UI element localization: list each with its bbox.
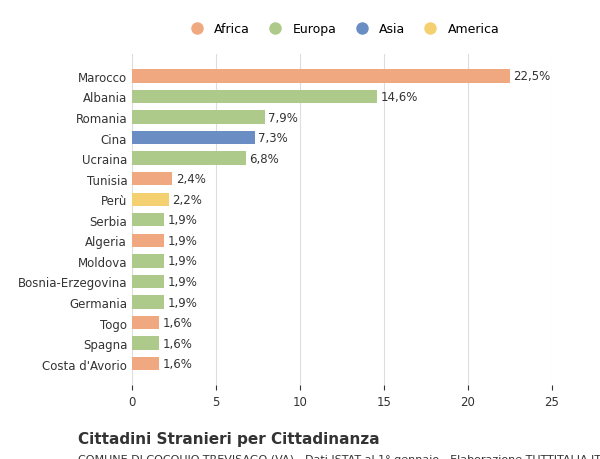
Text: 22,5%: 22,5% [514,70,551,83]
Text: 2,4%: 2,4% [176,173,206,186]
Bar [132,234,164,247]
Text: 1,6%: 1,6% [162,316,192,330]
Bar [132,70,510,84]
Text: 1,9%: 1,9% [167,235,197,247]
Bar [132,213,164,227]
Text: 1,9%: 1,9% [167,296,197,309]
Text: 7,9%: 7,9% [268,111,298,124]
Bar [132,337,159,350]
Text: 14,6%: 14,6% [380,91,418,104]
Legend: Africa, Europa, Asia, America: Africa, Europa, Asia, America [179,18,505,41]
Text: Cittadini Stranieri per Cittadinanza: Cittadini Stranieri per Cittadinanza [78,431,380,447]
Text: 1,6%: 1,6% [162,337,192,350]
Bar [132,90,377,104]
Bar [132,316,159,330]
Bar [132,173,172,186]
Bar [132,275,164,289]
Bar [132,132,254,145]
Bar [132,152,246,165]
Bar [132,296,164,309]
Text: 1,9%: 1,9% [167,275,197,288]
Text: 6,8%: 6,8% [250,152,280,165]
Text: 1,6%: 1,6% [162,358,192,370]
Bar [132,255,164,268]
Text: 1,9%: 1,9% [167,214,197,227]
Bar [132,193,169,207]
Bar [132,357,159,370]
Text: 7,3%: 7,3% [258,132,288,145]
Text: 1,9%: 1,9% [167,255,197,268]
Bar [132,111,265,124]
Text: 2,2%: 2,2% [172,193,202,206]
Text: COMUNE DI COCQUIO-TREVISAGO (VA) - Dati ISTAT al 1° gennaio - Elaborazione TUTTI: COMUNE DI COCQUIO-TREVISAGO (VA) - Dati … [78,454,600,459]
